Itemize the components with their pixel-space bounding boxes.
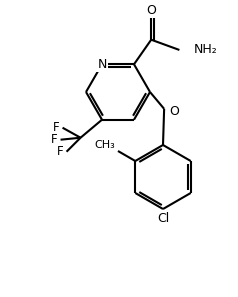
Text: CH₃: CH₃ bbox=[94, 140, 115, 150]
Text: F: F bbox=[57, 145, 64, 158]
Text: NH₂: NH₂ bbox=[193, 43, 217, 56]
Text: O: O bbox=[146, 4, 156, 17]
Text: N: N bbox=[97, 58, 107, 71]
Text: F: F bbox=[53, 121, 60, 134]
Text: F: F bbox=[51, 133, 58, 146]
Text: Cl: Cl bbox=[157, 212, 169, 225]
Text: O: O bbox=[169, 105, 179, 118]
